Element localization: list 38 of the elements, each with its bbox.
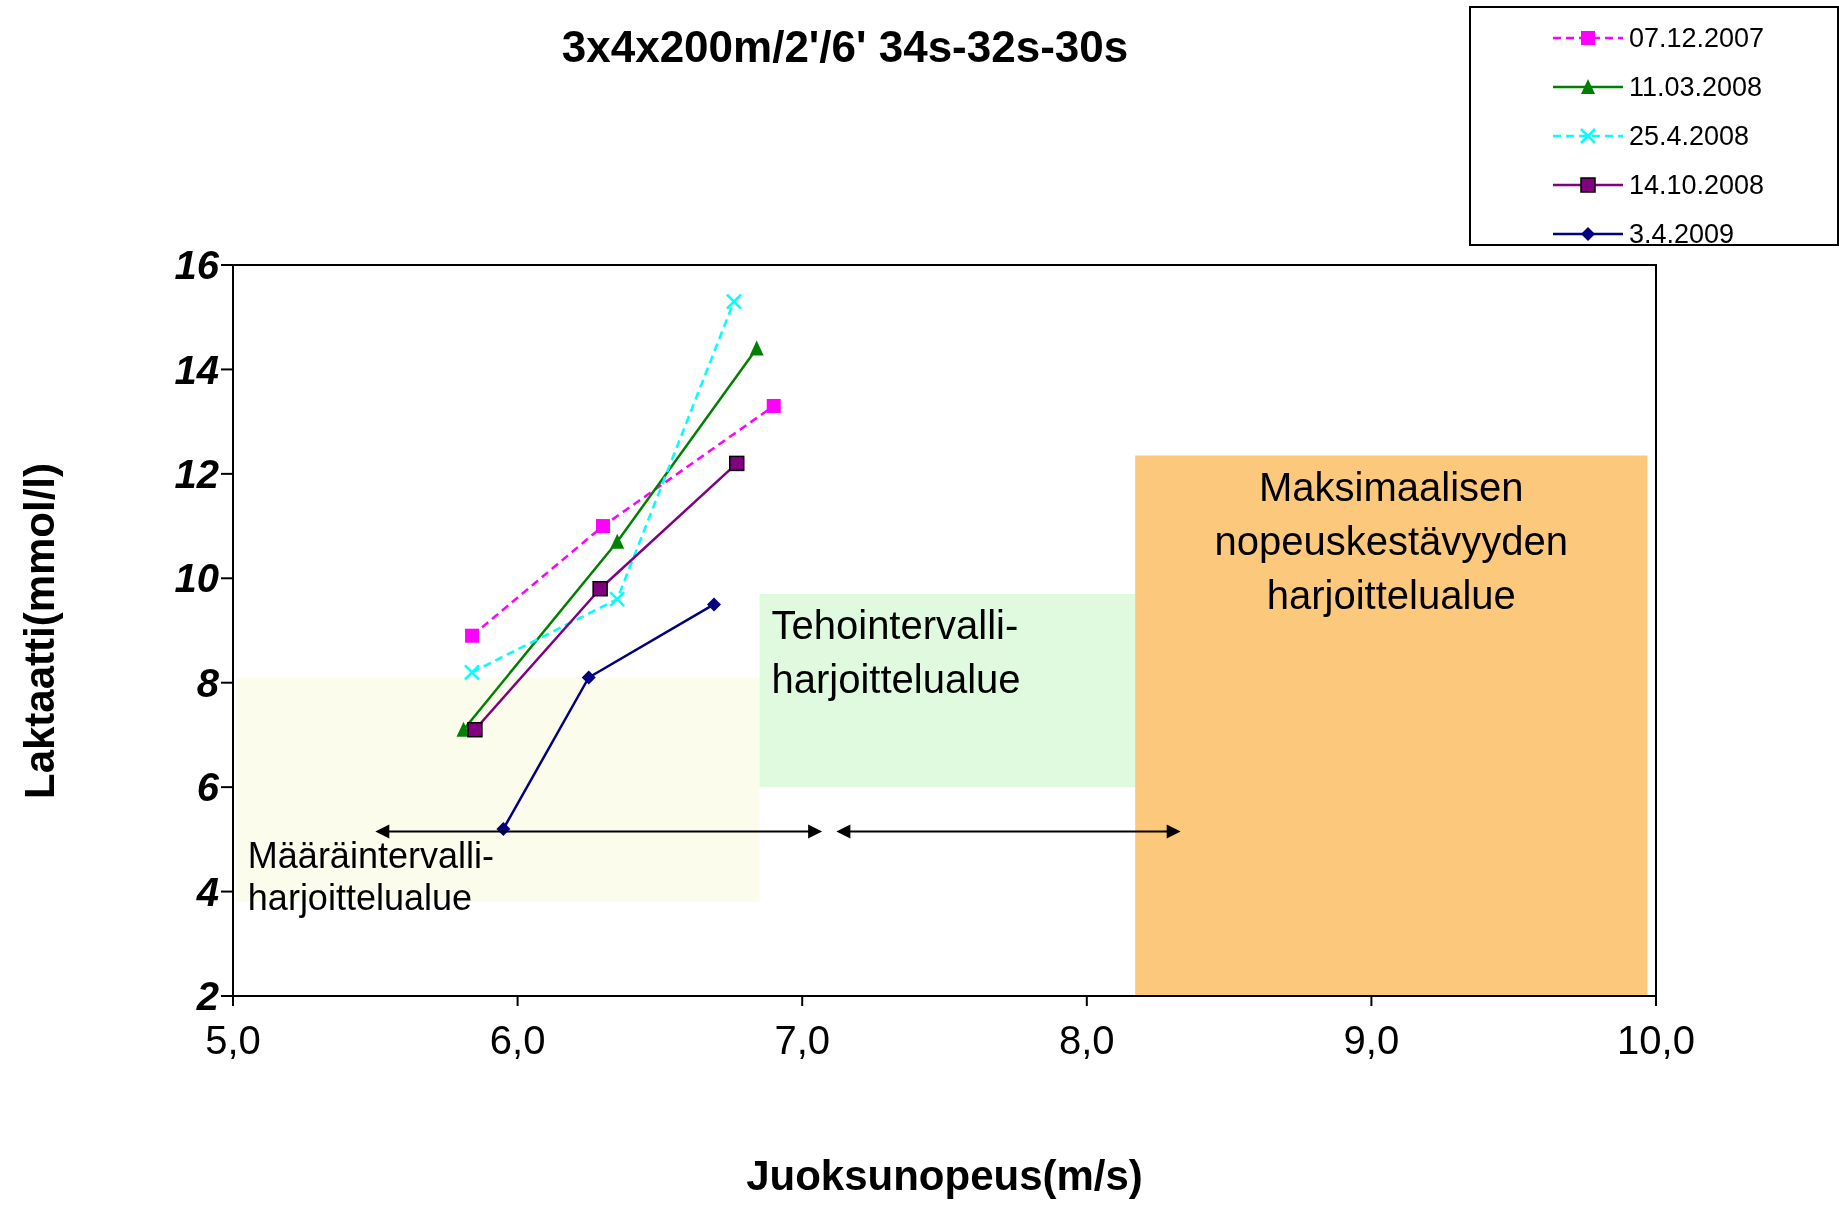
y-tick-label: 6: [196, 765, 220, 810]
x-tick-label: 9,0: [1343, 1018, 1400, 1063]
y-axis-title: Laktaatti(mmol/l): [16, 462, 64, 799]
y-tick-label: 4: [195, 869, 219, 914]
x-tick-label: 5,0: [205, 1018, 261, 1063]
y-tick-label: 16: [174, 243, 220, 288]
point: [465, 628, 480, 643]
point: [728, 455, 745, 472]
chart-title: 3x4x200m/2'/6' 34s-32s-30s: [561, 22, 1129, 71]
x-tick-label: 8,0: [1059, 1018, 1115, 1063]
x-tick-label: 6,0: [489, 1018, 546, 1063]
x-axis-title: Juoksunopeus(m/s): [745, 1152, 1144, 1200]
y-tick-label: 8: [196, 660, 220, 705]
y-tick-label: 2: [195, 974, 219, 1019]
point: [725, 293, 743, 310]
band-label: Määräintervalli- harjoittelualue: [247, 834, 494, 918]
point: [610, 533, 625, 549]
y-tick-label: 14: [174, 347, 219, 392]
point: [608, 590, 626, 608]
point: [467, 721, 483, 738]
point: [581, 670, 596, 685]
legend-label: 11.03.2008: [1629, 71, 1763, 103]
legend-label: 14.10.2008: [1629, 169, 1765, 201]
y-tick-label: 10: [174, 556, 219, 601]
legend-label: 25.4.2008: [1629, 120, 1750, 152]
x-tick-label: 7,0: [774, 1018, 830, 1063]
point: [592, 580, 608, 597]
legend-label: 3.4.2009: [1629, 218, 1735, 250]
legend-label: 07.12.2007: [1629, 22, 1765, 54]
y-tick-label: 12: [174, 452, 219, 497]
point: [595, 519, 610, 534]
x-tick-label: 10,0: [1617, 1018, 1695, 1063]
point: [749, 340, 764, 356]
band-label: Maksimaalisen nopeuskestävyyden harjoittelualue: [1214, 464, 1569, 617]
point: [463, 664, 481, 681]
point: [766, 398, 781, 413]
point: [706, 597, 721, 612]
band-label: Tehointervalli- harjoittelualue: [771, 602, 1021, 701]
